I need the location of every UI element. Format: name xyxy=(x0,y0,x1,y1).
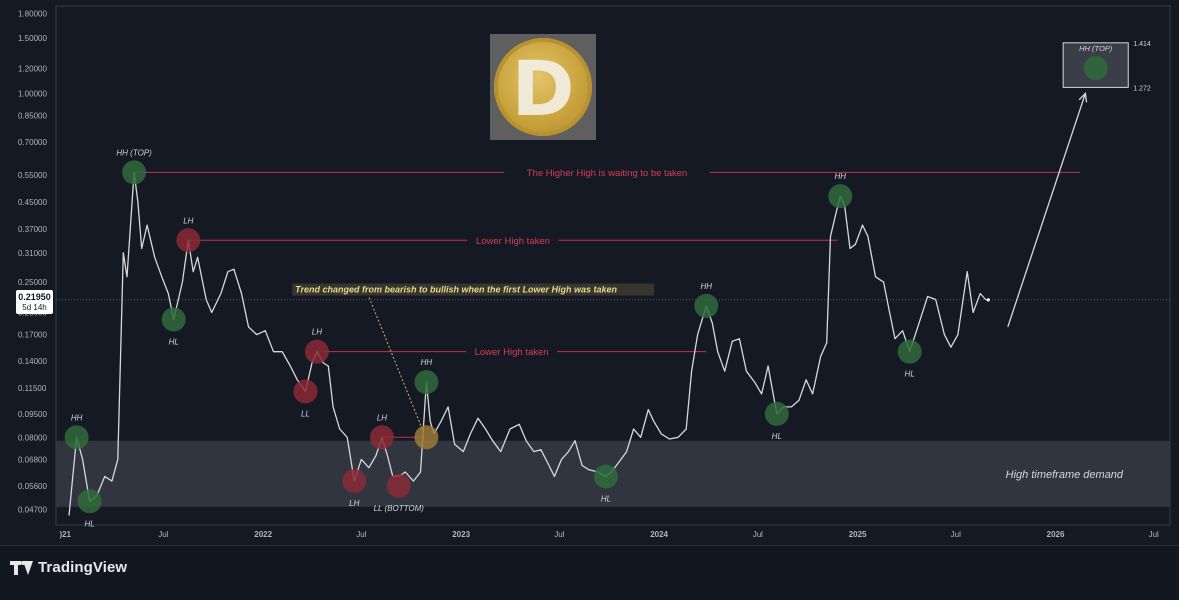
chart-frame: High timeframe demand 1.80000 1.50000 1.200… xyxy=(0,0,1179,545)
current-price-tag: 0.21950 5d 14h xyxy=(16,290,53,314)
tradingview-logo[interactable]: TradingView xyxy=(10,559,127,576)
last-price-point xyxy=(986,298,990,302)
y-tick-label: 0.08000 xyxy=(18,433,47,442)
pivot-marker-label: LH xyxy=(183,216,193,225)
pivot-marker-label: HH (TOP) xyxy=(116,148,152,157)
y-tick-label: 0.45000 xyxy=(18,198,47,207)
y-tick-label: 1.00000 xyxy=(18,89,47,98)
y-tick-label: 0.31000 xyxy=(18,249,47,258)
x-tick-label: 2022 xyxy=(254,530,272,539)
projection-arrowhead xyxy=(1078,91,1088,103)
target-lower-label: 1.272 xyxy=(1133,85,1151,92)
level-line-label: The Higher High is waiting to be taken xyxy=(527,168,688,179)
y-tick-label: 0.55000 xyxy=(18,171,47,180)
pivot-marker xyxy=(386,473,411,498)
y-tick-label: 0.17000 xyxy=(18,331,47,340)
pivot-marker-label: LH xyxy=(312,328,322,337)
pivot-marker-label: HH xyxy=(421,358,433,367)
trend-note: Trend changed from bearish to bullish wh… xyxy=(295,285,617,295)
x-tick-label: Jul xyxy=(951,530,961,539)
pivot-marker-label: LH xyxy=(349,499,359,508)
pivot-marker xyxy=(897,339,922,364)
y-tick-label: 0.37000 xyxy=(18,225,47,234)
trend-note-bg xyxy=(292,283,655,296)
current-price-value: 0.21950 xyxy=(18,292,51,302)
x-tick-label: 2025 xyxy=(849,530,867,539)
pivot-marker-label: HL xyxy=(85,519,95,528)
pivot-marker-label: HH xyxy=(701,282,713,291)
x-tick-label: Jul xyxy=(158,530,168,539)
pivot-marker-label: HL xyxy=(772,432,782,441)
tradingview-mark-icon xyxy=(10,560,33,575)
brand-name: TradingView xyxy=(38,559,128,576)
demand-zone-label: High timeframe demand xyxy=(1006,469,1124,481)
x-tick-label: )21 xyxy=(59,530,71,539)
level-line-label: Lower High taken xyxy=(476,236,550,247)
x-tick-label: 2024 xyxy=(650,530,668,539)
level-label-bg xyxy=(504,166,710,179)
pivot-marker-label: LL xyxy=(301,409,310,418)
pivot-marker xyxy=(764,401,789,426)
pivot-marker-label: LL (BOTTOM) xyxy=(374,504,425,513)
y-tick-label: 0.85000 xyxy=(18,112,47,121)
pivot-marker xyxy=(414,425,439,450)
coin-icon: D xyxy=(494,38,592,136)
pivot-marker xyxy=(414,370,439,395)
x-tick-label: Jul xyxy=(753,530,763,539)
pivot-marker xyxy=(828,184,853,209)
y-tick-label: 0.06800 xyxy=(18,455,47,464)
pivot-marker xyxy=(64,425,89,450)
pivot-marker xyxy=(293,379,318,404)
pivot-marker-label: HH xyxy=(834,172,846,181)
y-tick-label: 0.70000 xyxy=(18,138,47,147)
pivot-marker xyxy=(593,464,618,489)
pivot-marker-label: HH xyxy=(71,413,83,422)
footer-bar: TradingView xyxy=(0,545,1179,600)
x-tick-label: Jul xyxy=(1149,530,1159,539)
x-tick-label: Jul xyxy=(554,530,564,539)
pivot-marker xyxy=(161,307,186,332)
y-tick-label: 1.20000 xyxy=(18,65,47,74)
pivot-marker xyxy=(176,228,201,253)
y-tick-label: 0.14000 xyxy=(18,357,47,366)
y-tick-label: 1.50000 xyxy=(18,34,47,43)
pivot-marker-label: HL xyxy=(601,494,611,503)
pivot-marker-label: HL xyxy=(905,370,915,379)
price-chart[interactable]: High timeframe demand 1.80000 1.50000 1.200… xyxy=(0,0,1179,545)
pivot-marker xyxy=(694,293,719,318)
pivot-marker xyxy=(304,339,329,364)
pivot-marker xyxy=(369,425,394,450)
x-tick-label: 2026 xyxy=(1047,530,1065,539)
y-tick-label: 0.04700 xyxy=(18,506,47,515)
level-label-bg xyxy=(465,345,558,358)
pivot-marker xyxy=(77,489,102,514)
projection-arrow xyxy=(1007,93,1087,328)
level-line-label: Lower High taken xyxy=(475,347,549,358)
y-tick-label: 0.25000 xyxy=(18,278,47,287)
target-box-label: HH (TOP) xyxy=(1079,44,1113,53)
plot-border xyxy=(55,5,1171,526)
pivot-marker-label: HL xyxy=(169,337,179,346)
x-tick-label: 2023 xyxy=(452,530,470,539)
pivot-marker-label: LH xyxy=(377,413,387,422)
target-marker xyxy=(1083,56,1108,81)
target-upper-label: 1.414 xyxy=(1133,41,1151,48)
bar-countdown: 5d 14h xyxy=(22,303,47,312)
dogecoin-logo: D xyxy=(490,34,596,140)
pivot-marker xyxy=(342,469,367,494)
y-tick-label: 0.09500 xyxy=(18,410,47,419)
y-tick-label: 0.11500 xyxy=(18,384,47,393)
pivot-marker xyxy=(122,160,147,185)
level-label-bg xyxy=(467,234,559,247)
x-tick-label: Jul xyxy=(356,530,366,539)
y-tick-label: 0.05600 xyxy=(18,482,47,491)
trend-note-pointer xyxy=(368,297,425,435)
y-tick-label: 1.80000 xyxy=(18,9,47,18)
